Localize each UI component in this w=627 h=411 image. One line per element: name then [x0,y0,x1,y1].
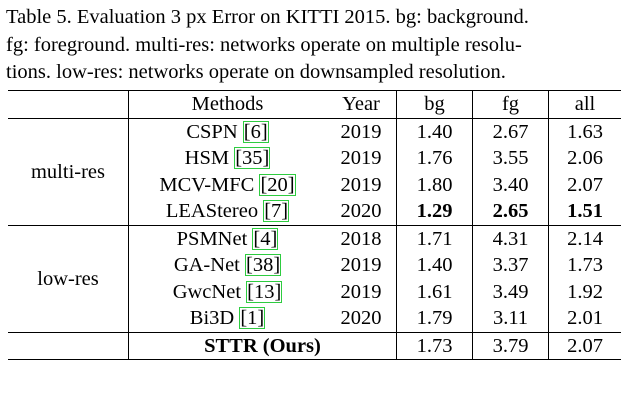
citation: [4] [252,227,279,250]
method-cell: PSMNet [4] [128,224,326,252]
caption: Table 5. Evaluation 3 px Error on KITTI … [6,4,621,87]
all-cell: 1.63 [548,117,621,145]
method-cell: Bi3D [1] [129,305,327,332]
citation: [35] [234,147,271,170]
all-cell: 1.73 [567,254,603,277]
all-cell: 2.07 [567,173,603,196]
all-cell: 1.92 [567,280,603,303]
fg-cell: 2.67 [472,117,549,145]
table-row: LEAStereo [7] 2020 1.29 2.65 1.51 [8,198,621,225]
group-label: low-res [8,224,129,332]
caption-line: Table 5. Evaluation 3 px Error on KITTI … [6,6,529,28]
year-cell: 2019 [326,117,397,145]
method-name: GwcNet [172,280,242,303]
bg-cell: 1.80 [396,171,473,198]
table-row: MCV-MFC [20] 2019 1.80 3.40 2.07 [8,171,621,199]
bg-cell: 1.76 [396,145,473,172]
header-cell: bg [396,90,473,119]
empty-cell [8,331,129,360]
table-row: STTR (Ours) 1.73 3.79 2.07 [8,331,621,360]
table-row: GA-Net [38] 2019 1.40 3.37 1.73 [8,252,621,279]
method-cell: GA-Net [38] [129,252,327,279]
fg-cell: 3.11 [472,305,549,332]
method-name: MCV-MFC [159,173,255,196]
bg-cell: 1.79 [396,305,473,332]
fg-cell: 3.37 [472,252,549,279]
table-row: HSM [35] 2019 1.76 3.55 2.06 [8,145,621,172]
method-name: HSM [184,147,230,170]
method-name: Bi3D [189,307,235,330]
table-row: low-res PSMNet [4] 2018 1.71 4.31 2.14 [8,224,621,332]
fg-cell: 3.40 [472,171,549,198]
method-name: PSMNet [176,227,248,250]
all-cell: 2.01 [567,307,603,330]
year-cell: 2020 [326,198,397,225]
caption-line: tions. low-res: networks operate on down… [6,61,506,83]
citation: [7] [263,200,290,223]
year-cell: 2020 [326,305,397,332]
method-cell: GwcNet [13] [129,279,327,306]
year-cell: 2019 [326,145,397,172]
year-cell: 2019 [326,252,397,279]
method-cell: LEAStereo [7] [129,198,327,225]
method-name: CSPN [186,120,238,143]
bg-cell: 1.40 [396,252,473,279]
fg-cell: 3.55 [472,145,549,172]
header-cell: Methods [128,90,326,119]
results-table: Methods Year bg fg all multi-res CSPN [6] 2019 1… [8,90,621,360]
header-cell: Year [326,90,397,119]
table-row: Bi3D [1] 2020 1.79 3.11 2.01 [8,305,621,332]
citation: [1] [239,307,266,330]
header-cell: fg [472,90,549,119]
all-cell: 2.07 [548,331,621,360]
fg-cell: 3.49 [472,278,549,305]
year-cell: 2019 [326,278,397,305]
fg-cell: 3.79 [472,331,549,360]
year-cell: 2019 [326,171,397,198]
bg-cell: 1.29 [396,198,473,225]
fg-cell: 2.65 [472,198,549,225]
caption-line: fg: foreground. multi-res: networks oper… [6,33,522,56]
group-label: multi-res [8,117,129,225]
table-row: GwcNet [13] 2019 1.61 3.49 1.92 [8,278,621,306]
bg-cell: 1.61 [396,278,473,305]
citation: [6] [242,120,269,143]
all-cell: 2.14 [548,224,621,252]
header-row: Methods Year bg fg all [8,90,621,119]
citation: [20] [259,173,296,196]
year-cell: 2018 [326,224,397,252]
citation: [38] [245,254,282,277]
method-cell: STTR (Ours) [128,331,397,360]
method-name: LEAStereo [165,200,259,223]
bg-cell: 1.71 [396,224,473,252]
bg-cell: 1.73 [396,331,473,360]
method-name: GA-Net [173,254,240,277]
bg-cell: 1.40 [396,117,473,145]
method-name: STTR (Ours) [204,334,321,357]
method-cell: CSPN [6] [128,117,326,145]
table-row: multi-res CSPN [6] 2019 1.40 2.67 1.63 [8,117,621,225]
all-cell: 2.06 [567,147,603,170]
header-cell: all [548,90,621,119]
all-cell: 1.51 [567,200,603,223]
citation: [13] [246,280,283,303]
method-cell: HSM [35] [129,145,327,172]
header-cell [8,90,129,119]
fg-cell: 4.31 [472,224,549,252]
method-cell: MCV-MFC [20] [129,172,327,199]
